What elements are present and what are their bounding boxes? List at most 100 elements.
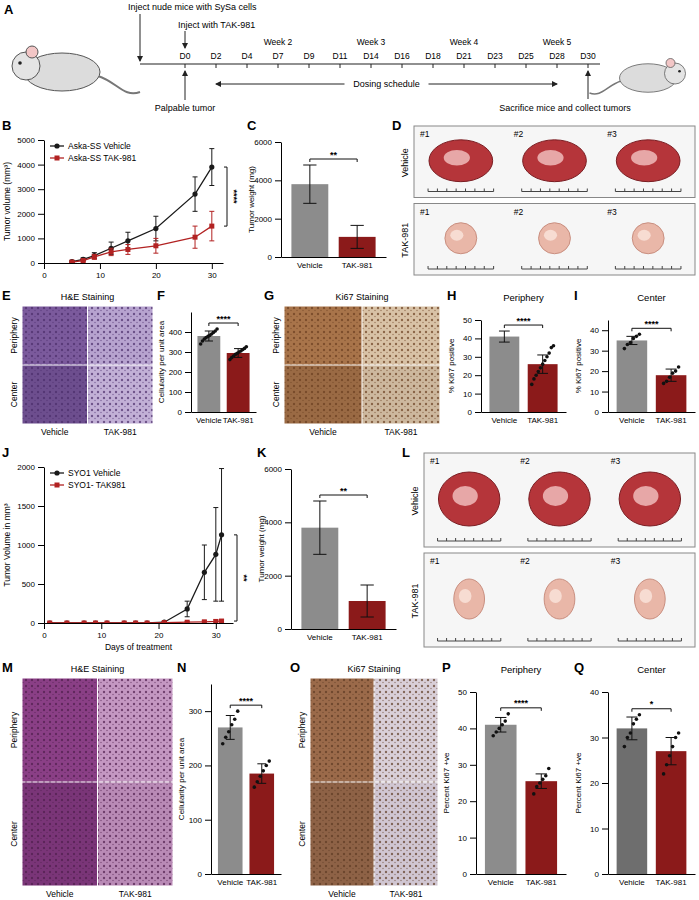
tick-label: 10 [463,390,472,399]
data-point [541,778,545,782]
annotation: Sacrifice mice and collect tumors [499,103,631,113]
tick-label: 4000 [254,176,272,185]
data-point [261,769,265,773]
tick-label: 400 [169,328,183,337]
timeline-tick [185,64,186,68]
bar-panel: H01020304050VehicleTAK-981% Ki67 positiv… [447,288,567,425]
tick: 10 [463,390,481,399]
tick-label: 5000 [17,136,35,145]
data-point [92,254,97,259]
tick-mark [475,357,481,358]
legend-item: SYO1 Vehicle [50,468,121,478]
data-point [665,763,669,767]
error-bar [219,469,224,602]
axis-line [282,257,387,258]
bar-panel: K0200040006000VehicleTAK-981Tumor weight… [257,445,397,642]
tumor-highlight [640,589,653,603]
row-label: Center [9,382,19,408]
error-bar [351,225,364,248]
day-label: D18 [425,51,441,61]
photo-frame [414,126,695,198]
plot-marks [218,709,274,874]
ruler-tick [521,189,522,192]
row-label: Center [271,382,281,408]
plot: 0100020003000400050000102030Tumor volume… [2,136,239,280]
tick-mark [38,140,44,141]
plot-marks [485,712,557,874]
mouse-icon [12,46,140,93]
ruler-tick [455,538,456,541]
tick-mark [38,623,44,624]
tumor-highlight [459,589,472,603]
tumor-highlight [453,486,478,506]
data-point [632,337,636,341]
annotation: **** [216,314,231,324]
ruler-tick [591,538,592,541]
panel-label: L [402,445,410,460]
micrograph-texture [98,783,173,886]
tick-mark [475,338,481,339]
tick-label: 100 [169,388,183,397]
data-point [537,370,541,374]
chart-title: Periphery [503,292,544,303]
tick: TAK-981 [246,878,278,887]
axis: VehicleTAK-981 [609,413,696,425]
annotation: **** [239,696,254,706]
axis: 010002000300040005000 [17,136,44,268]
row-label: Center [9,821,19,847]
tick: 300 [189,707,211,716]
data-point [635,718,639,722]
mouse-tail [98,76,140,93]
tick: 200 [169,368,191,377]
axis-line [481,321,482,413]
axis-line [608,693,609,875]
panel-label: M [2,660,13,675]
image-panel: EH&E StainingPeripheryCenterVehicleTAK-9… [2,288,153,437]
tick-label: Vehicle [619,416,645,425]
mouse-icon [590,59,686,94]
column-label: Vehicle [41,427,69,437]
data-point [224,735,228,739]
tick-mark [38,467,44,468]
row-label: Periphery [271,317,281,354]
tick-label: 300 [189,707,203,716]
tumor-photo [454,579,485,619]
item-label: #1 [420,129,430,139]
data-point [185,606,190,611]
tick: 0 [278,625,291,634]
axis-title: Percent Ki67 +ve [442,752,451,814]
tick: 30 [463,353,481,362]
tick: Vehicle [619,878,645,887]
tick-label: Vehicle [619,878,645,887]
axis-line [45,623,234,624]
tick-label: 10 [458,834,467,843]
tick-mark [38,584,44,585]
ruler-tick [428,266,429,269]
tick-label: TAK-981 [342,261,374,270]
tick-mark [470,874,476,875]
tick-mark [101,623,102,629]
photo-frame [414,204,695,276]
tick-mark [475,375,481,376]
ruler-tick [549,189,550,192]
bar [656,751,687,874]
axis-line [211,685,212,875]
ruler-tick [680,189,681,192]
data-point [671,745,675,749]
data-point [539,366,543,370]
tick-mark [205,765,211,766]
axis-line [44,141,45,264]
tick-label: 20 [155,631,164,640]
data-point [677,365,681,369]
tick-label: 200 [189,761,203,770]
ruler-tick [531,189,532,192]
tick-label: 20 [590,367,599,376]
axis-title: Tumor Volume in mm³ [2,503,12,586]
tick-mark [38,545,44,546]
plot-marks [617,713,687,874]
micrograph [311,783,374,886]
tick: 20 [458,797,476,806]
micrograph [23,679,98,782]
tick-mark [285,576,291,577]
row-label: Periphery [9,711,19,748]
